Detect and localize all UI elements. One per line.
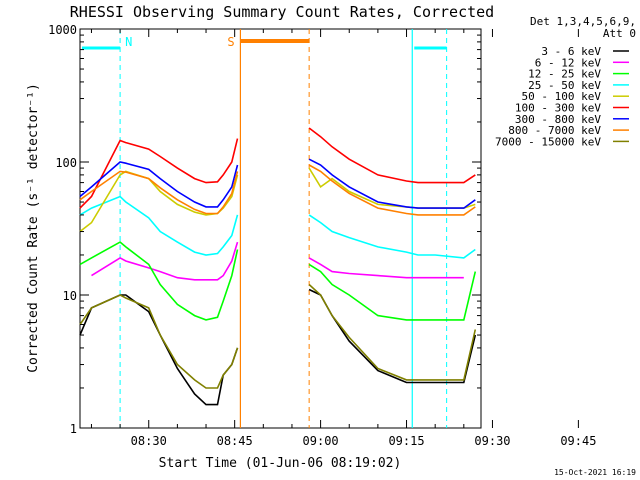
series-2 bbox=[79, 241, 477, 321]
legend-label-4: 50 - 100 keV bbox=[522, 90, 602, 103]
legend-header-1: Att 0 bbox=[603, 27, 636, 40]
legend-label-6: 300 - 800 keV bbox=[515, 113, 601, 126]
y-axis-title: Corrected Count Rate (s⁻¹ detector⁻¹) bbox=[26, 83, 41, 373]
series-line-7-1 bbox=[308, 164, 476, 216]
legend-label-7: 800 - 7000 keV bbox=[508, 124, 601, 137]
series-line-6-1 bbox=[308, 158, 476, 209]
legend-header-0: Det 1,3,4,5,6,9, bbox=[530, 15, 636, 28]
legend-label-0: 3 - 6 keV bbox=[541, 45, 601, 58]
series-line-8-1 bbox=[308, 283, 477, 381]
series-line-5-1 bbox=[308, 127, 476, 184]
annotation-label-S: S bbox=[227, 35, 234, 49]
y-tick-label-3: 1000 bbox=[48, 23, 77, 37]
series-line-0-1 bbox=[308, 288, 477, 384]
series-line-4-1 bbox=[308, 167, 476, 209]
series-line-1-1 bbox=[308, 257, 464, 279]
series-5 bbox=[79, 127, 476, 209]
x-tick-label-3: 09:15 bbox=[388, 434, 424, 448]
x-tick-label-0: 08:30 bbox=[131, 434, 167, 448]
series-0 bbox=[79, 288, 477, 406]
x-tick-label-2: 09:00 bbox=[303, 434, 339, 448]
series-line-2-1 bbox=[308, 263, 477, 321]
plot-timestamp: 15-Oct-2021 16:19 bbox=[554, 468, 636, 477]
x-tick-label-5: 09:45 bbox=[560, 434, 596, 448]
y-tick-label-0: 1 bbox=[70, 422, 77, 436]
x-tick-label-4: 09:30 bbox=[474, 434, 510, 448]
series-line-3-1 bbox=[308, 214, 476, 259]
series-line-8-0 bbox=[79, 294, 239, 389]
series-7 bbox=[79, 164, 476, 216]
series-4 bbox=[79, 167, 476, 233]
plot-area-frame bbox=[79, 28, 482, 429]
series-1 bbox=[91, 241, 464, 281]
legend-label-1: 6 - 12 keV bbox=[535, 56, 602, 69]
y-tick-label-2: 100 bbox=[55, 156, 77, 170]
legend-label-3: 25 - 50 keV bbox=[528, 79, 601, 92]
series-line-7-0 bbox=[79, 170, 239, 215]
legend-label-5: 100 - 300 keV bbox=[515, 102, 601, 115]
series-3 bbox=[79, 195, 476, 259]
series-line-1-0 bbox=[91, 241, 239, 281]
y-tick-label-1: 10 bbox=[63, 289, 77, 303]
series-line-2-0 bbox=[79, 241, 239, 321]
legend-label-8: 7000 - 15000 keV bbox=[495, 135, 601, 148]
series-line-6-0 bbox=[79, 161, 239, 208]
series-line-5-0 bbox=[79, 138, 239, 209]
x-axis-title: Start Time (01-Jun-06 08:19:02) bbox=[159, 456, 402, 471]
series-6 bbox=[79, 158, 476, 209]
series-line-3-0 bbox=[79, 195, 239, 256]
annotation-label-N: N bbox=[125, 35, 132, 49]
chart-title: RHESSI Observing Summary Count Rates, Co… bbox=[70, 3, 494, 21]
series-8 bbox=[79, 283, 477, 389]
x-tick-label-1: 08:45 bbox=[217, 434, 253, 448]
legend-label-2: 12 - 25 keV bbox=[528, 68, 601, 81]
series-line-4-0 bbox=[79, 170, 239, 233]
